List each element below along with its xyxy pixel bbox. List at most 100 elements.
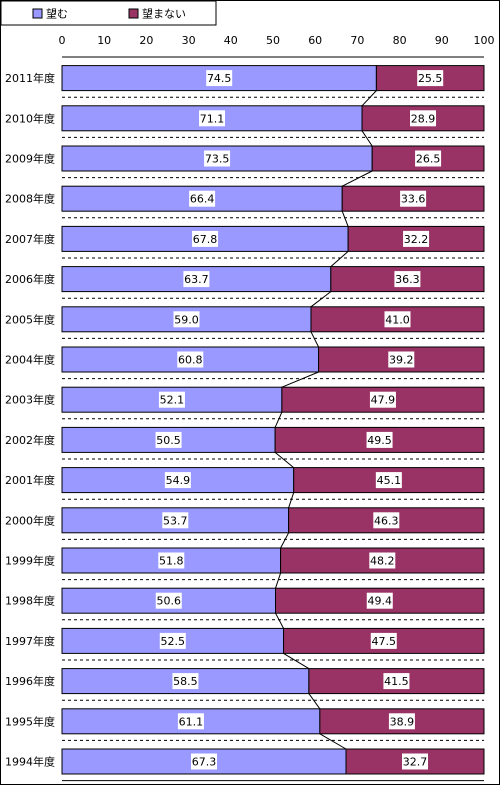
series-line: [274, 452, 294, 468]
data-label-not-want-box: [410, 110, 437, 127]
legend: 望む 望まない: [0, 0, 217, 26]
data-label-want-box: [191, 753, 218, 770]
series-lines: [274, 90, 377, 750]
data-label-not-want: 26.5: [416, 153, 441, 166]
category-label: 2003年度: [5, 393, 55, 407]
data-label-want: 50.6: [157, 595, 182, 608]
category-label: 1998年度: [5, 594, 55, 608]
data-label-want-box: [199, 110, 226, 127]
data-label-want: 52.5: [161, 635, 186, 648]
data-label-not-want-box: [370, 632, 397, 649]
data-label-want-box: [183, 271, 210, 288]
data-labels: 74.5 25.5 71.1 28.9 73.5 26.5 66.4 33.6 67.8 32.2…: [155, 70, 444, 770]
data-label-not-want-box: [415, 150, 442, 167]
category-label: 2010年度: [5, 111, 55, 125]
data-label-not-want-box: [403, 230, 430, 247]
data-label-not-want: 49.5: [367, 434, 392, 447]
category-label: 2005年度: [5, 312, 55, 326]
data-label-want: 54.9: [166, 474, 191, 487]
data-label-not-want: 28.9: [411, 112, 436, 125]
data-label-want: 58.5: [173, 675, 198, 688]
data-label-want-box: [173, 311, 200, 328]
category-label: 1999年度: [5, 554, 55, 568]
category-label: 2008年度: [5, 192, 55, 206]
data-label-not-want: 46.3: [374, 514, 399, 527]
category-label: 1995年度: [5, 714, 55, 728]
data-label-not-want-box: [373, 512, 400, 529]
data-label-want-box: [177, 351, 204, 368]
series-line: [310, 331, 320, 348]
data-label-want-box: [206, 70, 233, 87]
category-label: 2004年度: [5, 353, 55, 367]
data-label-not-want-box: [383, 673, 410, 690]
data-label-not-want-box: [384, 311, 411, 328]
data-label-want: 50.5: [156, 434, 181, 447]
data-label-not-want: 41.0: [385, 313, 410, 326]
x-tick-label: 30: [182, 34, 196, 47]
series-line: [310, 291, 332, 308]
data-label-want-box: [158, 391, 185, 408]
data-label-not-want: 25.5: [418, 72, 443, 85]
data-label-not-want: 45.1: [377, 474, 402, 487]
data-label-not-want: 47.5: [372, 635, 397, 648]
data-label-want: 74.5: [207, 72, 232, 85]
data-label-want-box: [177, 713, 204, 730]
data-label-want-box: [155, 592, 182, 609]
data-label-want: 67.8: [193, 233, 218, 246]
category-label: 2006年度: [5, 272, 55, 286]
series-line: [341, 211, 349, 227]
data-label-not-want: 48.2: [370, 555, 395, 568]
data-label-want: 59.0: [174, 313, 199, 326]
data-label-want-box: [158, 552, 185, 569]
data-label-not-want-box: [366, 592, 393, 609]
x-tick-label: 0: [59, 34, 66, 47]
data-label-want-box: [192, 230, 219, 247]
category-labels: 2011年度 2010年度 2009年度 2008年度 2007年度 2006年度 2005…: [5, 71, 55, 768]
data-label-want-box: [162, 512, 189, 529]
data-label-want: 67.3: [192, 756, 217, 769]
x-tick-label: 100: [474, 34, 495, 47]
series-line: [274, 411, 283, 428]
data-label-want-box: [164, 472, 191, 489]
bar-not-want: [318, 346, 485, 373]
x-tick-label: 90: [435, 34, 449, 47]
data-label-not-want: 36.3: [395, 273, 420, 286]
data-label-not-want-box: [388, 351, 415, 368]
x-tick-label: 50: [266, 34, 280, 47]
data-label-not-want-box: [369, 391, 396, 408]
row-separators: [62, 56, 484, 782]
x-tick-label: 40: [224, 34, 238, 47]
data-label-want: 60.8: [178, 354, 203, 367]
category-label: 1996年度: [5, 674, 55, 688]
legend-label-want: 望む: [46, 8, 68, 21]
data-label-want: 66.4: [190, 193, 215, 206]
data-label-not-want: 32.2: [404, 233, 429, 246]
data-label-not-want-box: [402, 753, 429, 770]
category-label: 2002年度: [5, 433, 55, 447]
series-line: [280, 532, 290, 549]
data-label-want: 53.7: [163, 514, 188, 527]
bar-not-want: [275, 587, 485, 614]
data-label-want-box: [204, 150, 231, 167]
series-line: [281, 371, 319, 388]
x-axis-tick-labels: 0 10 20 30 40 50 60 70 80 90 100: [59, 34, 495, 47]
data-label-not-want: 39.2: [389, 354, 414, 367]
series-line: [275, 572, 282, 589]
series-line: [308, 693, 321, 710]
data-label-not-want: 33.6: [401, 193, 426, 206]
x-tick-label: 20: [139, 34, 153, 47]
category-label: 2007年度: [5, 232, 55, 246]
x-tick-label: 10: [97, 34, 111, 47]
series-line: [319, 733, 347, 750]
series-line: [275, 612, 284, 629]
x-tick-label: 60: [308, 34, 322, 47]
data-label-not-want-box: [400, 190, 427, 207]
legend-label-not-want: 望まない: [142, 8, 186, 21]
data-label-not-want-box: [375, 472, 402, 489]
data-label-not-want: 49.4: [368, 595, 393, 608]
series-line: [283, 652, 310, 670]
data-label-not-want: 38.9: [390, 715, 415, 728]
category-label: 2001年度: [5, 473, 55, 487]
data-label-not-want-box: [369, 552, 396, 569]
